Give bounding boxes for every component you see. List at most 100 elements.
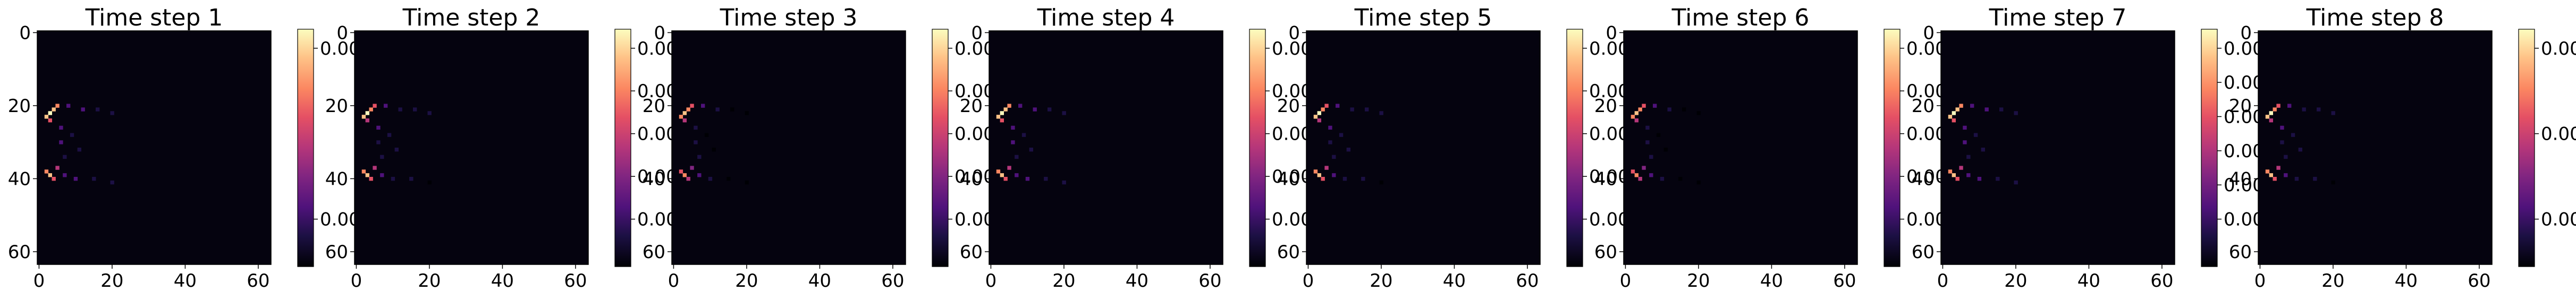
heatmap-cell	[2276, 166, 2281, 170]
heatmap-cell	[387, 133, 392, 137]
heatmap-cell	[413, 107, 417, 112]
heatmap-cell	[365, 111, 369, 115]
heatmap-cell	[1955, 177, 1960, 181]
panel-title: Time step 2	[402, 4, 540, 31]
x-tick-label: 60	[1833, 270, 1856, 292]
heatmap-cell	[2273, 177, 2277, 181]
heatmap-cell	[2273, 107, 2277, 112]
colorbar	[2201, 29, 2218, 267]
heatmap-cell	[1656, 133, 1661, 137]
heatmap-cell	[2269, 173, 2273, 177]
heatmap-cell	[1000, 111, 1004, 115]
heatmap-cell	[110, 180, 114, 185]
heatmap-cell	[1948, 169, 1953, 174]
heatmap-cell	[63, 173, 67, 177]
heatmap-cell	[2331, 111, 2335, 115]
heatmap-image	[1941, 31, 2175, 264]
y-tick-label: 60	[1912, 242, 1935, 263]
x-tick-label: 60	[564, 270, 587, 292]
heatmap-image	[2258, 31, 2492, 264]
heatmap-cell	[365, 173, 369, 177]
axes-frame	[1306, 30, 1541, 265]
y-tick-label: 60	[960, 242, 983, 263]
heatmap-cell	[369, 107, 373, 112]
axes-frame	[2258, 30, 2493, 265]
heatmap-cell	[1970, 104, 1974, 108]
heatmap-cell	[1015, 155, 1019, 159]
heatmap-cell	[1952, 118, 1956, 123]
heatmap-cell	[48, 173, 52, 177]
heatmap-cell	[712, 148, 716, 152]
heatmap-cell	[1959, 166, 1963, 170]
x-tick-label: 0	[668, 270, 680, 292]
heatmap-cell	[1015, 173, 1019, 177]
heatmap-cell	[745, 180, 749, 185]
heatmap-cell	[2284, 173, 2288, 177]
heatmap-cell	[1667, 107, 1671, 112]
heatmap-cell	[2014, 111, 2018, 115]
heatmap-cell	[427, 180, 432, 185]
y-tick-label: 60	[8, 242, 31, 263]
heatmap-cell	[66, 104, 71, 108]
x-tick-label: 20	[2004, 270, 2027, 292]
heatmap-cell	[1350, 107, 1354, 112]
heatmap-cell	[682, 118, 687, 123]
colorbar	[614, 29, 631, 267]
heatmap-cell	[1963, 140, 1967, 144]
heatmap-cell	[2302, 107, 2306, 112]
heatmap-cell	[1966, 173, 1971, 177]
heatmap-cell	[2014, 180, 2018, 185]
heatmap-cell	[1044, 177, 1048, 181]
heatmap-cell	[1696, 111, 1701, 115]
heatmap-cell	[1313, 115, 1318, 119]
heatmap-cell	[2265, 169, 2270, 174]
heatmap-cell	[365, 118, 369, 123]
heatmap-cell	[1328, 125, 1332, 130]
heatmap-cell	[1981, 148, 1985, 152]
heatmap-cell	[1977, 177, 1982, 181]
heatmap-cell	[1346, 148, 1350, 152]
heatmap-cell	[1379, 180, 1383, 185]
heatmap-panel: Time step 50 20 40 6002040600.0000.0010.001…	[1277, 4, 1641, 292]
heatmap-cell	[1025, 177, 1030, 181]
y-tick-label: 40	[8, 168, 31, 190]
heatmap-cell	[1048, 107, 1052, 112]
x-tick-label: 60	[881, 270, 904, 292]
heatmap-cell	[1984, 107, 1989, 112]
heatmap-cell	[81, 107, 85, 112]
heatmap-cell	[1000, 118, 1004, 123]
heatmap-cell	[694, 125, 698, 130]
y-tick-label: 60	[325, 242, 348, 263]
heatmap-cell	[1682, 107, 1686, 112]
heatmap-cell	[1642, 104, 1646, 108]
colorbar-tick-label: 0.002	[2541, 124, 2576, 145]
heatmap-cell	[682, 173, 687, 177]
heatmap-cell	[1328, 140, 1332, 144]
heatmap-cell	[2331, 180, 2335, 185]
x-tick-label: 60	[1198, 270, 1221, 292]
heatmap-cell	[1011, 125, 1015, 130]
heatmap-cell	[701, 104, 705, 108]
heatmap-cell	[1007, 104, 1011, 108]
heatmap-cell	[1631, 169, 1635, 174]
heatmap-cell	[1324, 104, 1329, 108]
heatmap-cell	[682, 111, 687, 115]
y-tick-label: 40	[325, 168, 348, 190]
heatmap-cell	[59, 140, 63, 144]
heatmap-cell	[2269, 111, 2273, 115]
heatmap-cell	[679, 115, 683, 119]
x-tick-label: 20	[735, 270, 758, 292]
heatmap-cell	[394, 148, 399, 152]
panel-title: Time step 3	[720, 4, 858, 31]
heatmap-cell	[1638, 107, 1642, 112]
heatmap-cell	[690, 166, 694, 170]
heatmap-cell	[1638, 177, 1642, 181]
heatmap-cell	[704, 133, 709, 137]
x-tick-label: 40	[491, 270, 514, 292]
y-tick-label: 0	[2240, 22, 2252, 44]
heatmap-cell	[409, 177, 413, 181]
colorbar	[1249, 29, 1266, 267]
heatmap-cell	[690, 104, 694, 108]
heatmap-cell	[44, 115, 49, 119]
heatmap-cell	[679, 169, 683, 174]
